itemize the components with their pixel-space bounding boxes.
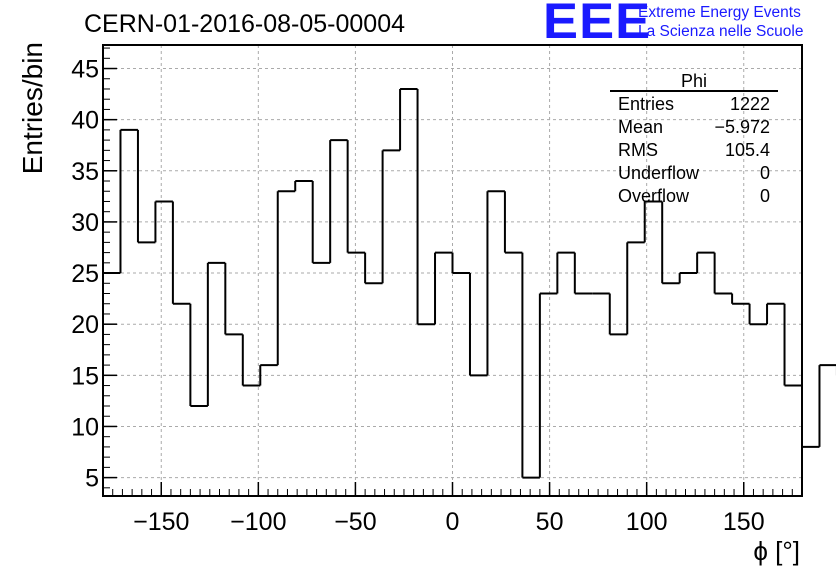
- stats-label: RMS: [618, 140, 658, 160]
- x-tick-label: −50: [334, 508, 376, 536]
- stats-value: 0: [760, 186, 770, 206]
- stats-value: 105.4: [725, 140, 770, 160]
- y-tick-label: 25: [71, 260, 99, 288]
- y-tick-label: 30: [71, 209, 99, 237]
- y-tick-label: 20: [71, 311, 99, 339]
- stats-title: Phi: [681, 71, 707, 91]
- histogram-bins: [103, 87, 836, 479]
- x-axis-label: ϕ [°]: [753, 536, 800, 566]
- y-axis-label: Entries/bin: [17, 42, 48, 174]
- chart-title: CERN-01-2016-08-05-00004: [84, 10, 406, 38]
- stats-value: 1222: [730, 94, 770, 114]
- stats-label: Underflow: [618, 163, 700, 183]
- y-tick-label: 15: [71, 362, 99, 390]
- stats-label: Overflow: [618, 186, 690, 206]
- y-tick-label: 45: [71, 56, 99, 84]
- stats-label: Entries: [618, 94, 674, 114]
- x-tick-label: 50: [536, 508, 564, 536]
- stats-label: Mean: [618, 117, 663, 137]
- eee-logo-line2: La Scienza nelle Scuole: [638, 23, 804, 40]
- x-tick-label: −150: [133, 508, 189, 536]
- x-tick-label: 150: [723, 508, 765, 536]
- x-tick-label: 100: [626, 508, 668, 536]
- y-tick-label: 10: [71, 413, 99, 441]
- x-tick-label: −100: [230, 508, 286, 536]
- x-tick-label: 0: [446, 508, 460, 536]
- eee-logo-text: Extreme Energy Events La Scienza nelle S…: [638, 3, 803, 41]
- stats-value: 0: [760, 163, 770, 183]
- y-tick-label: 40: [71, 107, 99, 135]
- y-tick-label: 35: [71, 158, 99, 186]
- eee-logo-mark: EEE: [543, 0, 652, 49]
- y-tick-label: 5: [85, 465, 99, 493]
- eee-logo-line1: Extreme Energy Events: [638, 4, 801, 21]
- stats-value: −5.972: [714, 117, 770, 137]
